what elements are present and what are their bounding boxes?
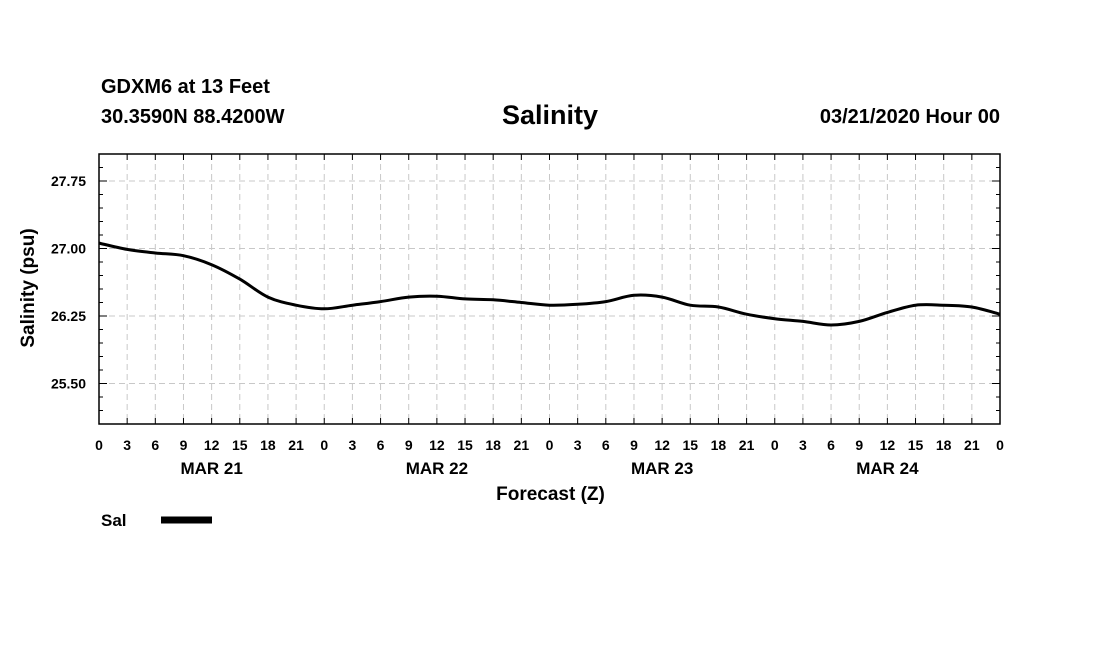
y-tick-label: 25.50 [51, 376, 86, 392]
y-tick-label: 27.75 [51, 173, 86, 189]
day-label: MAR 23 [631, 459, 693, 478]
x-tick-label: 9 [405, 437, 413, 453]
x-tick-label: 21 [514, 437, 530, 453]
x-tick-label: 3 [574, 437, 582, 453]
x-tick-label: 21 [964, 437, 980, 453]
x-tick-label: 3 [349, 437, 357, 453]
x-tick-label: 21 [739, 437, 755, 453]
y-axis-title: Salinity (psu) [18, 228, 39, 347]
x-tick-label: 0 [546, 437, 554, 453]
x-tick-label: 6 [151, 437, 159, 453]
x-tick-label: 18 [711, 437, 727, 453]
plot-frame [98, 153, 1001, 425]
x-tick-label: 18 [485, 437, 501, 453]
station-label: GDXM6 at 13 Feet [101, 76, 270, 98]
grid-lines [99, 154, 1000, 424]
x-tick-label: 9 [630, 437, 638, 453]
legend: Sal [101, 511, 212, 530]
x-tick-label: 9 [180, 437, 188, 453]
x-tick-label: 12 [880, 437, 896, 453]
x-tick-label: 0 [996, 437, 1004, 453]
legend-label: Sal [101, 511, 127, 530]
axis-labels: 0 3 6 9 12 15 18 21 0 3 6 9 12 15 18 21 0 3 6 9 12 15 18 21 0 3 6 9… [18, 173, 1004, 505]
day-label: MAR 24 [856, 459, 919, 478]
x-tick-label: 3 [799, 437, 807, 453]
x-tick-label: 9 [855, 437, 863, 453]
day-label: MAR 21 [180, 459, 242, 478]
x-tick-label: 15 [457, 437, 473, 453]
x-tick-label: 12 [429, 437, 445, 453]
x-tick-label: 0 [95, 437, 103, 453]
x-tick-label: 12 [204, 437, 220, 453]
x-tick-label: 6 [602, 437, 610, 453]
x-tick-label: 21 [288, 437, 304, 453]
x-tick-label: 18 [260, 437, 276, 453]
x-tick-label: 12 [654, 437, 670, 453]
x-tick-label: 0 [771, 437, 779, 453]
x-tick-label: 6 [377, 437, 385, 453]
x-tick-label: 15 [908, 437, 924, 453]
x-tick-label: 18 [936, 437, 952, 453]
x-tick-label: 15 [682, 437, 698, 453]
y-tick-label: 27.00 [51, 241, 86, 257]
series-layer [98, 241, 1001, 327]
y-tick-label: 26.25 [51, 308, 86, 324]
day-label: MAR 22 [406, 459, 468, 478]
chart-title: Salinity [501, 100, 599, 130]
x-axis-title: Forecast (Z) [496, 484, 605, 505]
x-tick-label: 6 [827, 437, 835, 453]
x-tick-label: 3 [123, 437, 131, 453]
x-tick-label: 15 [232, 437, 248, 453]
x-tick-label: 0 [320, 437, 328, 453]
coordinates-label: 30.3590N 88.4200W [101, 106, 285, 128]
run-time-label: 03/21/2020 Hour 00 [819, 106, 1000, 128]
